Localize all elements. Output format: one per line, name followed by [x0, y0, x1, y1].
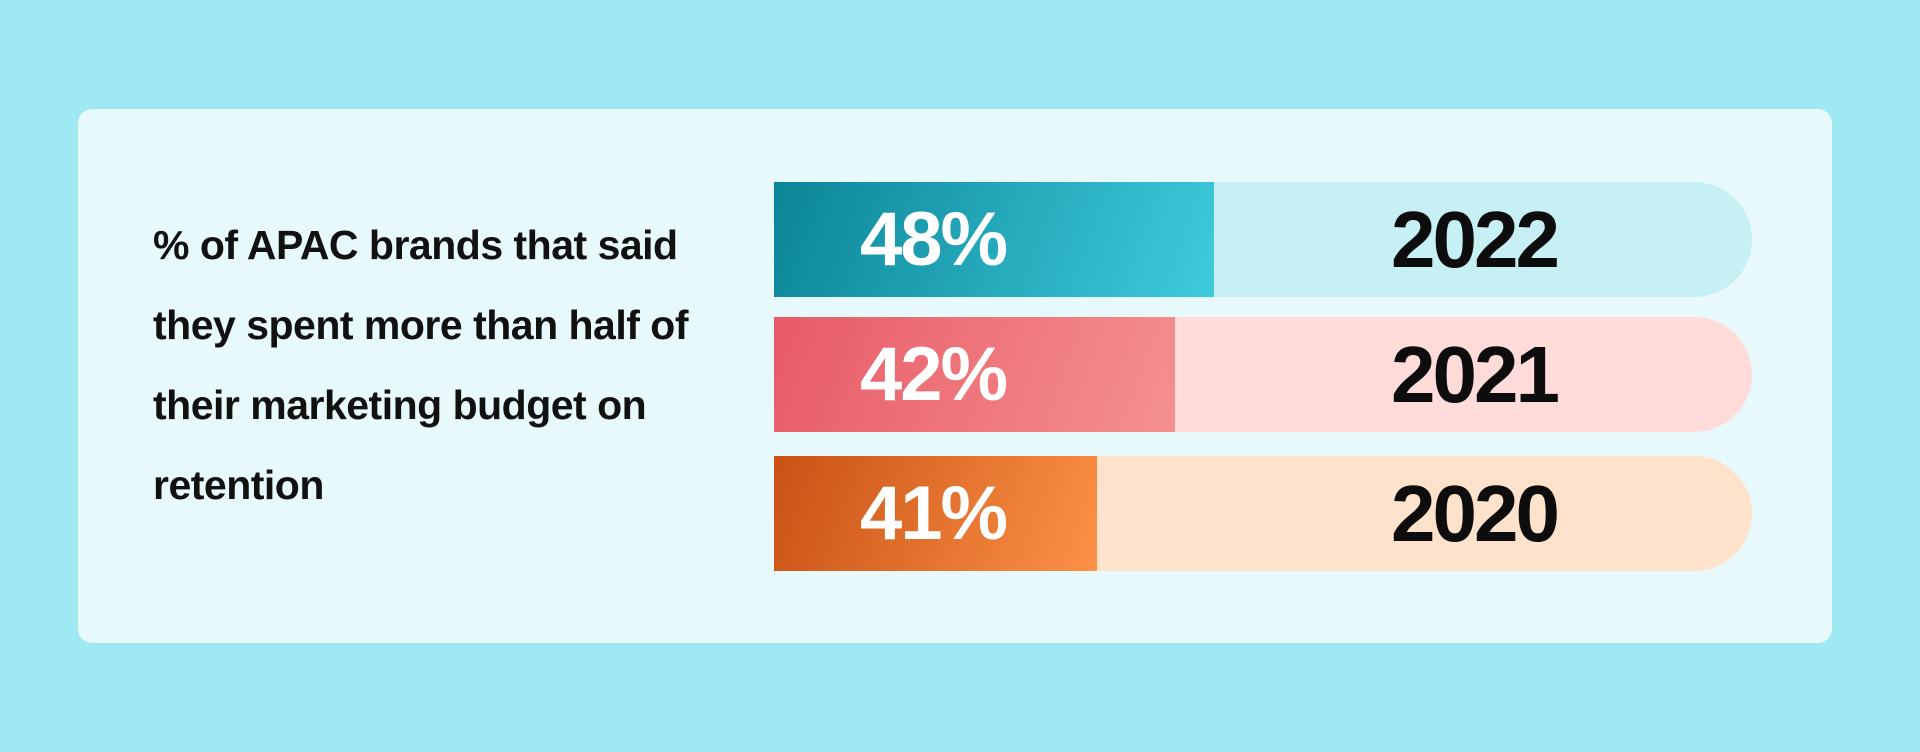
bar-year-label-2021: 2021: [1391, 330, 1560, 419]
bar-fill-2022: [774, 182, 1214, 297]
bar-track-2020: 41% 2020: [774, 456, 1752, 571]
bar-value-label-2020: 41%: [860, 471, 1008, 556]
bar-track-2022: 48% 2022: [774, 182, 1752, 297]
bar-year-label-2022: 2022: [1391, 195, 1560, 284]
bar-value-label-2022: 48%: [860, 197, 1008, 282]
bar-track-2021: 42% 2021: [774, 317, 1752, 432]
bar-value-label-2021: 42%: [860, 332, 1008, 417]
bar-fill-2021: [774, 317, 1175, 432]
bar-year-label-2020: 2020: [1391, 469, 1560, 558]
chart-title: % of APAC brands that said they spent mo…: [153, 222, 689, 508]
bar-fill-2020: [774, 456, 1097, 571]
